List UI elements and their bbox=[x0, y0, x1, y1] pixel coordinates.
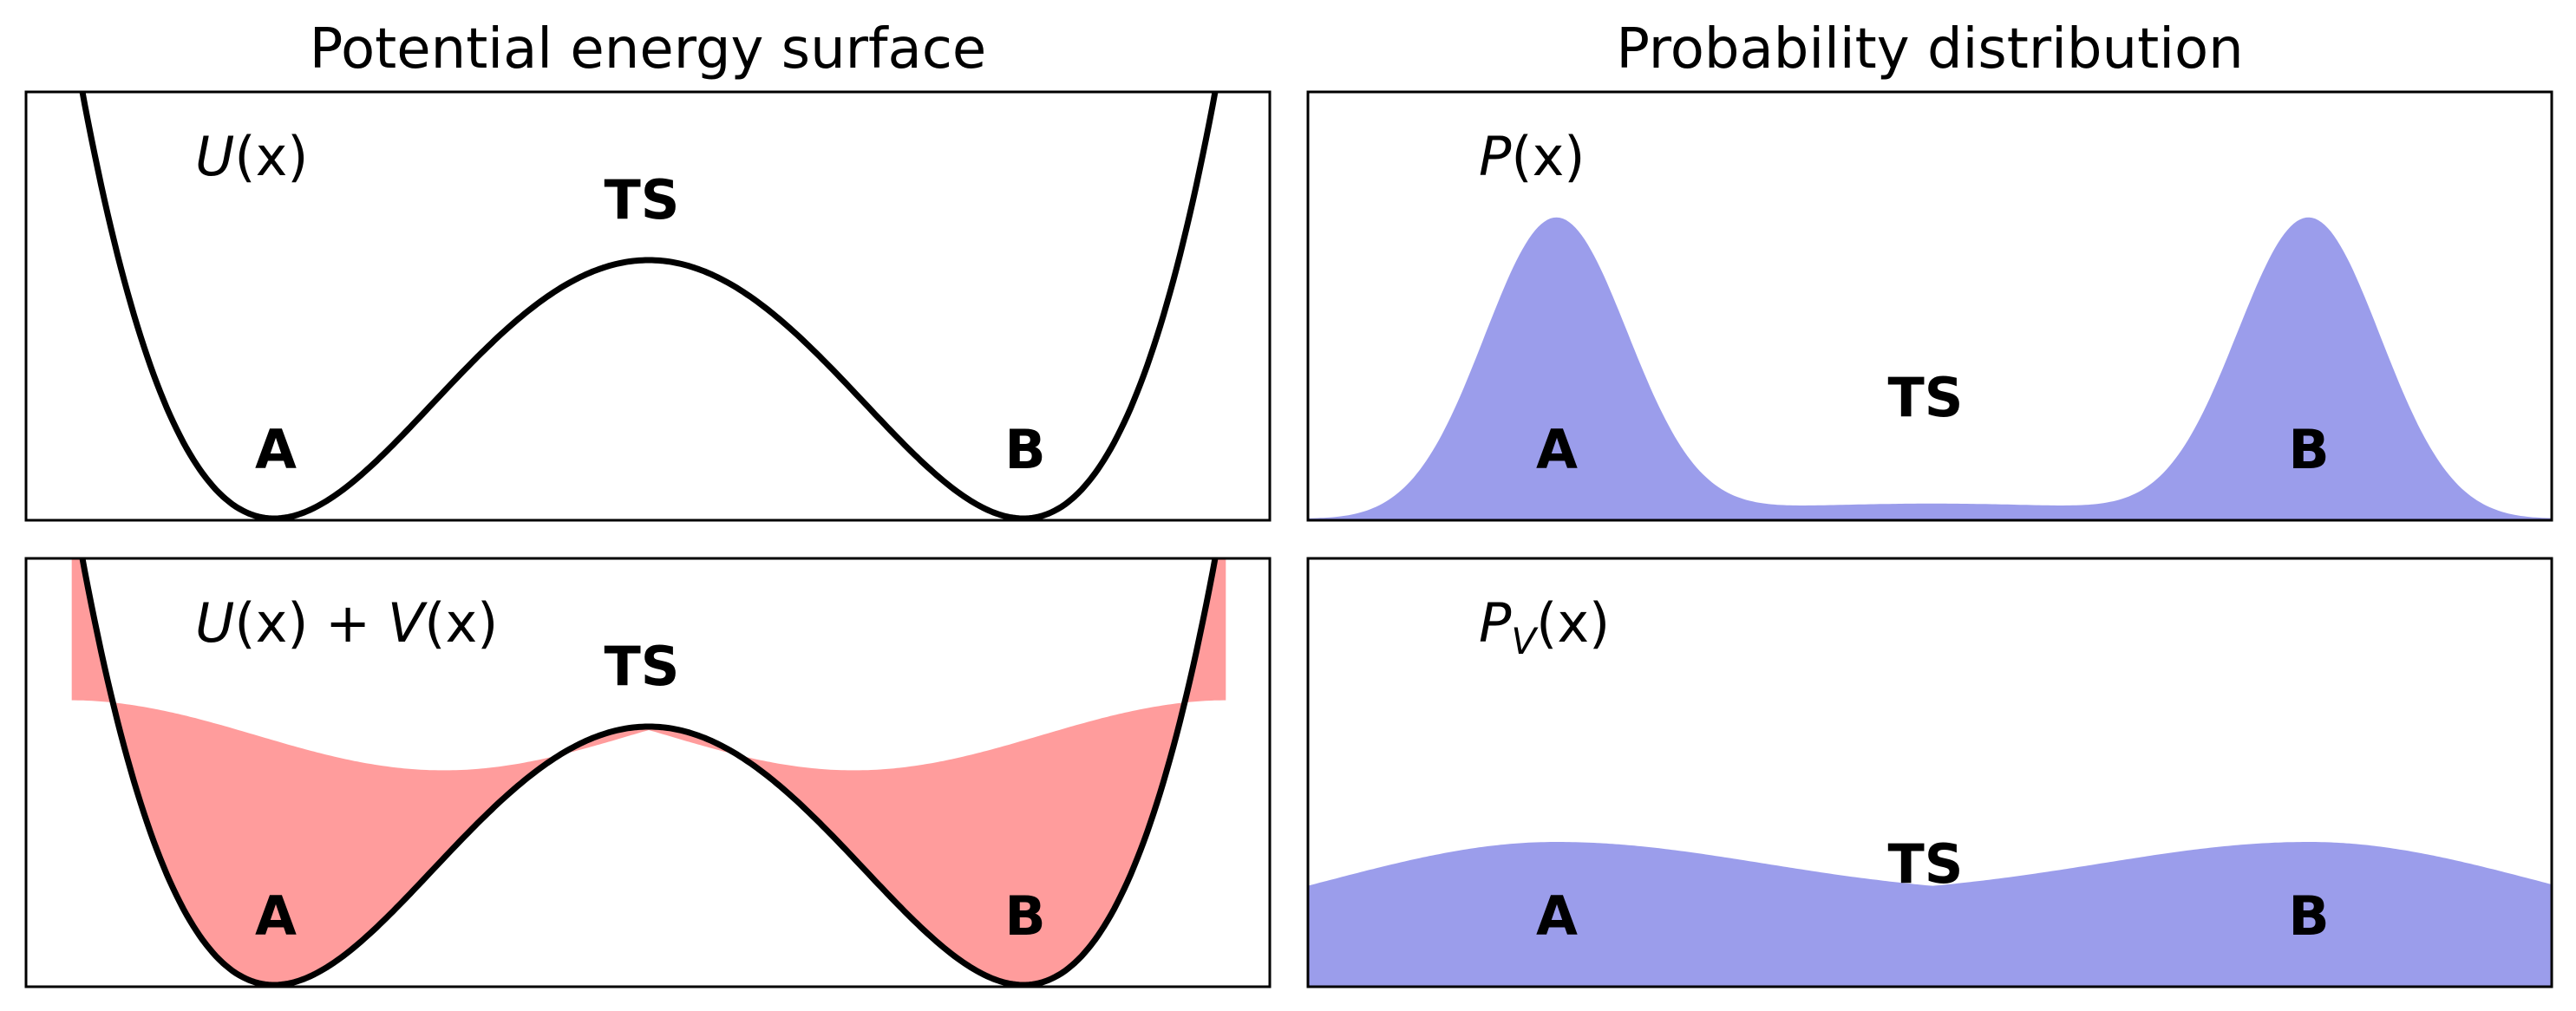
potential-energy-curve bbox=[79, 92, 1219, 520]
function-label-u: U(x) bbox=[195, 125, 308, 188]
panel-frame bbox=[24, 557, 1272, 988]
bias-potential-fill bbox=[71, 558, 1226, 985]
function-label-u-plus-v: U(x) + V(x) bbox=[195, 591, 498, 655]
state-a-label: A bbox=[255, 418, 297, 481]
panel-probability: P(x) TS A B bbox=[1306, 90, 2553, 522]
state-b-label: B bbox=[2288, 418, 2329, 481]
state-b-label: B bbox=[1004, 418, 1045, 481]
panel-frame bbox=[1306, 90, 2553, 522]
ts-label: TS bbox=[1888, 832, 1964, 896]
potential-energy-curve bbox=[79, 558, 1219, 987]
panel-potential-energy: U(x) TS A B bbox=[24, 90, 1272, 522]
panel-frame bbox=[1306, 557, 2553, 988]
state-a-label: A bbox=[255, 884, 297, 948]
ts-label: TS bbox=[605, 635, 680, 698]
panel-biased-probability: PV(x) TS A B bbox=[1306, 557, 2553, 988]
right-column-title: Probability distribution bbox=[1616, 17, 2243, 82]
biased-probability-distribution-fill bbox=[1308, 842, 2552, 987]
state-b-label: B bbox=[1004, 884, 1045, 948]
state-b-label: B bbox=[2288, 884, 2329, 948]
ts-label: TS bbox=[1888, 366, 1964, 429]
left-column-title: Potential energy surface bbox=[310, 17, 987, 82]
state-a-label: A bbox=[1536, 418, 1578, 481]
probability-distribution-fill bbox=[1308, 217, 2552, 520]
panel-frame bbox=[24, 90, 1272, 522]
function-label-p: P(x) bbox=[1479, 125, 1585, 188]
function-label-p-v: PV(x) bbox=[1479, 591, 1610, 662]
panel-biased-potential: U(x) + V(x) TS A B bbox=[24, 557, 1272, 988]
ts-label: TS bbox=[605, 168, 680, 232]
state-a-label: A bbox=[1536, 884, 1578, 948]
